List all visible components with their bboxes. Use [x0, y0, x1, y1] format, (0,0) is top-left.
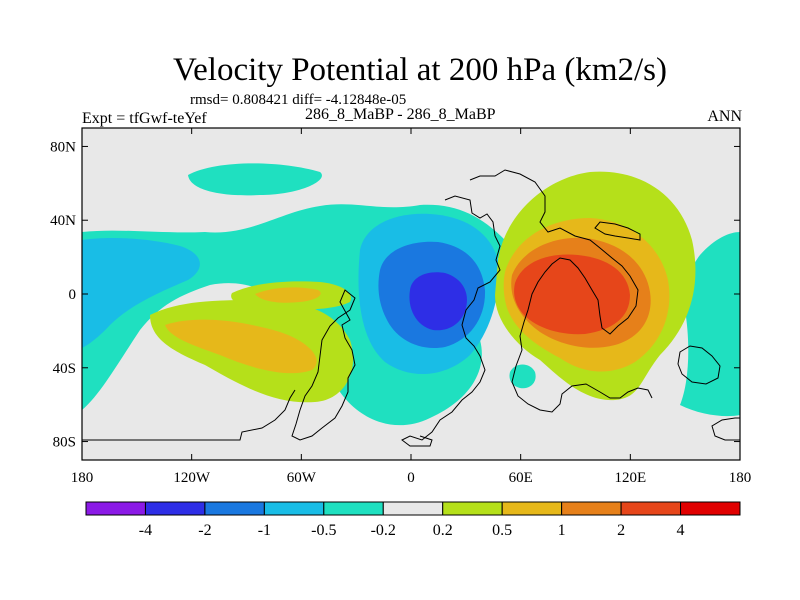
outline-eurasia — [469, 169, 653, 413]
colorbar-label: 0.5 — [492, 522, 512, 539]
y-tick-label: 40S — [53, 361, 76, 377]
colorbar-label: -4 — [139, 522, 152, 539]
colorbar-label: -1 — [258, 522, 271, 539]
contour-neg-0_2-small — [509, 364, 536, 389]
continent-outlines — [82, 169, 740, 447]
colorbar-label: 0.2 — [433, 522, 453, 539]
colorbar-swatch — [144, 501, 206, 516]
colorbar: -4 -2 -1 -0.5 -0.2 0.2 0.5 1 2 4 — [85, 501, 741, 539]
outline-asia-north — [594, 221, 641, 241]
colorbar-swatch — [561, 501, 622, 516]
y-tick-label: 80S — [53, 435, 76, 451]
outline-south-america — [291, 289, 356, 441]
outline-americas — [401, 195, 501, 447]
season-label: ANN — [707, 108, 742, 125]
contour-neg-0_2-north — [188, 163, 322, 196]
stats-line: rmsd= 0.808421 diff= -4.12848e-05 — [190, 92, 407, 108]
outline-australia — [677, 345, 721, 385]
colorbar-swatch — [204, 501, 265, 516]
colorbar-swatch — [442, 501, 503, 516]
x-tick-label: 180 — [729, 470, 752, 486]
colorbar-swatch — [263, 501, 325, 516]
colorbar-label: -2 — [198, 522, 211, 539]
outline-antarctica — [82, 389, 296, 441]
contour-pos-0_5-west — [165, 319, 317, 374]
experiment-label: Expt = tfGwf-teYef — [82, 110, 207, 127]
outline-east-edge — [711, 417, 740, 441]
colorbar-swatch — [620, 501, 682, 516]
contour-neg-2 — [409, 272, 468, 331]
case-label: 286_8_MaBP - 286_8_MaBP — [305, 106, 496, 123]
y-tick-label: 40N — [50, 213, 76, 229]
y-axis: 80N 40N 0 40S 80S — [50, 139, 740, 451]
x-tick-label: 120E — [614, 470, 646, 486]
y-tick-label: 0 — [69, 287, 77, 303]
x-tick-label: 120W — [173, 470, 211, 486]
x-axis: 180 120W 60W 0 60E 120E 180 — [71, 128, 752, 486]
contour-fills — [82, 163, 740, 426]
contour-pos-0_5-mid — [255, 287, 321, 303]
colorbar-swatch — [323, 501, 384, 516]
colorbar-swatch — [501, 501, 563, 516]
x-tick-label: 180 — [71, 470, 94, 486]
contour-neg-0_5-west — [82, 238, 200, 348]
colorbar-swatch — [680, 501, 741, 516]
colorbar-label: 2 — [617, 522, 625, 539]
colorbar-swatch — [85, 501, 146, 516]
colorbar-label: 1 — [558, 522, 566, 539]
plot-area: 180 120W 60W 0 60E 120E 180 80N 40N 0 40S 80S — [50, 127, 752, 486]
chart-title: Velocity Potential at 200 hPa (km2/s) — [172, 52, 668, 88]
colorbar-label: 4 — [677, 522, 685, 539]
x-tick-label: 60E — [509, 470, 533, 486]
colorbar-swatch — [382, 501, 444, 516]
colorbar-label: -0.2 — [371, 522, 396, 539]
y-tick-label: 80N — [50, 139, 76, 155]
x-tick-label: 60W — [287, 470, 317, 486]
x-tick-label: 0 — [407, 470, 415, 486]
colorbar-label: -0.5 — [311, 522, 336, 539]
